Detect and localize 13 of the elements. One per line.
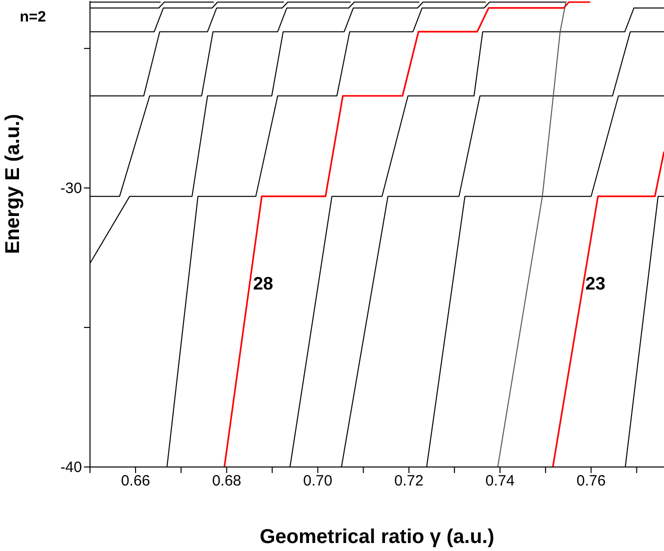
annotation: n=2	[20, 8, 46, 26]
y-tick-label: -40	[60, 459, 82, 476]
x-tick-label: 0.72	[394, 472, 424, 490]
y-tick-label: -30	[60, 180, 82, 197]
y-axis-title: Energy E (a.u.)	[2, 114, 24, 254]
text: 0.70	[303, 472, 332, 490]
x-tick-label: 0.76	[576, 472, 606, 490]
series-label: 23	[585, 273, 606, 294]
x-tick-label: 0.66	[120, 472, 150, 490]
x-axis-title: Geometrical ratio γ (a.u.)	[260, 526, 494, 548]
x-tick-label: 0.68	[212, 472, 242, 490]
x-tick-label: 0.74	[485, 472, 515, 490]
series-label: 28	[253, 273, 274, 294]
